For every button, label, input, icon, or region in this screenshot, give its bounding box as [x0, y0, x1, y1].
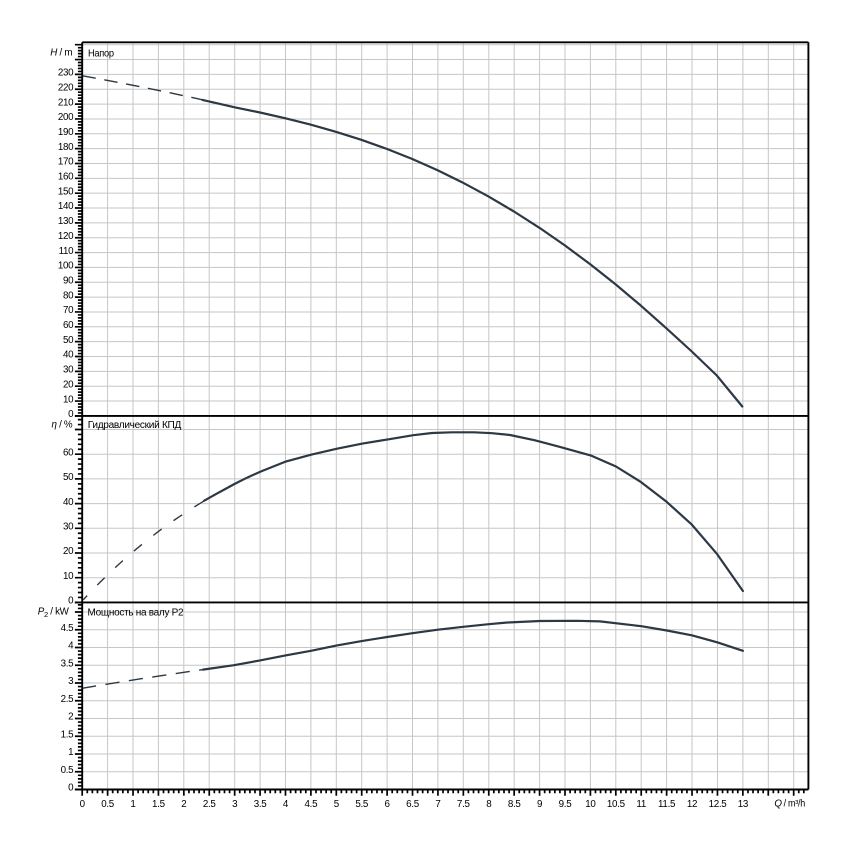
svg-text:0: 0 — [68, 783, 74, 794]
svg-text:Гидравлический КПД: Гидравлический КПД — [88, 420, 182, 431]
svg-text:Q: Q — [774, 799, 782, 810]
svg-text:12.5: 12.5 — [709, 799, 728, 810]
svg-text:120: 120 — [58, 231, 74, 242]
svg-text:0.5: 0.5 — [101, 799, 115, 810]
svg-text:2.5: 2.5 — [61, 694, 75, 705]
svg-text:0: 0 — [80, 799, 86, 810]
svg-text:10: 10 — [63, 571, 74, 582]
svg-text:H / m: H / m — [50, 47, 72, 58]
svg-text:50: 50 — [63, 472, 74, 483]
svg-text:12: 12 — [687, 799, 697, 810]
svg-text:5.5: 5.5 — [355, 799, 369, 810]
svg-text:4: 4 — [283, 799, 289, 810]
svg-text:6.5: 6.5 — [406, 799, 420, 810]
svg-text:1.5: 1.5 — [152, 799, 166, 810]
svg-text:60: 60 — [63, 447, 74, 458]
svg-text:130: 130 — [58, 216, 74, 227]
svg-text:220: 220 — [58, 82, 74, 93]
svg-text:4: 4 — [68, 641, 74, 652]
svg-text:10.5: 10.5 — [607, 799, 626, 810]
svg-text:3.5: 3.5 — [61, 659, 75, 670]
svg-text:3: 3 — [232, 799, 238, 810]
svg-text:30: 30 — [63, 522, 74, 533]
svg-text:1.5: 1.5 — [61, 730, 75, 741]
svg-text:50: 50 — [63, 335, 74, 346]
svg-text:7.5: 7.5 — [457, 799, 471, 810]
svg-text:Напор: Напор — [88, 48, 114, 59]
svg-text:180: 180 — [58, 142, 74, 153]
svg-text:80: 80 — [63, 290, 74, 301]
svg-text:20: 20 — [63, 379, 74, 390]
svg-text:5: 5 — [334, 799, 340, 810]
svg-text:η / %: η / % — [52, 419, 73, 430]
svg-text:0.5: 0.5 — [61, 765, 75, 776]
svg-text:0: 0 — [68, 409, 74, 420]
svg-text:40: 40 — [63, 350, 74, 361]
svg-text:11: 11 — [636, 799, 646, 810]
svg-text:20: 20 — [63, 546, 74, 557]
svg-text:190: 190 — [58, 127, 74, 138]
svg-text:Мощность на валу P2: Мощность на валу P2 — [88, 608, 185, 619]
svg-text:230: 230 — [58, 68, 74, 79]
svg-text:70: 70 — [63, 305, 74, 316]
svg-text:200: 200 — [58, 112, 74, 123]
svg-text:40: 40 — [63, 497, 74, 508]
svg-text:6: 6 — [385, 799, 391, 810]
svg-text:P2 / kW: P2 / kW — [38, 607, 70, 619]
svg-text:150: 150 — [58, 186, 74, 197]
svg-text:9.5: 9.5 — [559, 799, 573, 810]
svg-text:110: 110 — [59, 246, 75, 257]
svg-text:3: 3 — [68, 676, 74, 687]
svg-text:1: 1 — [130, 799, 135, 810]
svg-text:30: 30 — [63, 365, 74, 376]
svg-text:1: 1 — [68, 747, 73, 758]
svg-text:4.5: 4.5 — [61, 623, 75, 634]
svg-text:60: 60 — [63, 320, 74, 331]
svg-text:4.5: 4.5 — [305, 799, 319, 810]
svg-text:8.5: 8.5 — [508, 799, 522, 810]
svg-text:170: 170 — [58, 157, 74, 168]
svg-text:10: 10 — [585, 799, 596, 810]
svg-text:10: 10 — [63, 394, 74, 405]
svg-text:210: 210 — [58, 97, 74, 108]
svg-text:13: 13 — [738, 799, 749, 810]
svg-text:3.5: 3.5 — [254, 799, 268, 810]
svg-text:7: 7 — [435, 799, 440, 810]
svg-text:11.5: 11.5 — [658, 799, 676, 810]
svg-text:/ m³/h: / m³/h — [784, 799, 805, 810]
svg-text:2.5: 2.5 — [203, 799, 217, 810]
svg-text:160: 160 — [58, 172, 74, 183]
svg-text:90: 90 — [63, 276, 74, 287]
svg-text:0: 0 — [68, 596, 74, 607]
svg-text:9: 9 — [537, 799, 542, 810]
svg-text:8: 8 — [486, 799, 492, 810]
svg-text:2: 2 — [68, 712, 73, 723]
svg-text:100: 100 — [58, 261, 74, 272]
svg-text:2: 2 — [181, 799, 186, 810]
svg-text:140: 140 — [58, 201, 74, 212]
